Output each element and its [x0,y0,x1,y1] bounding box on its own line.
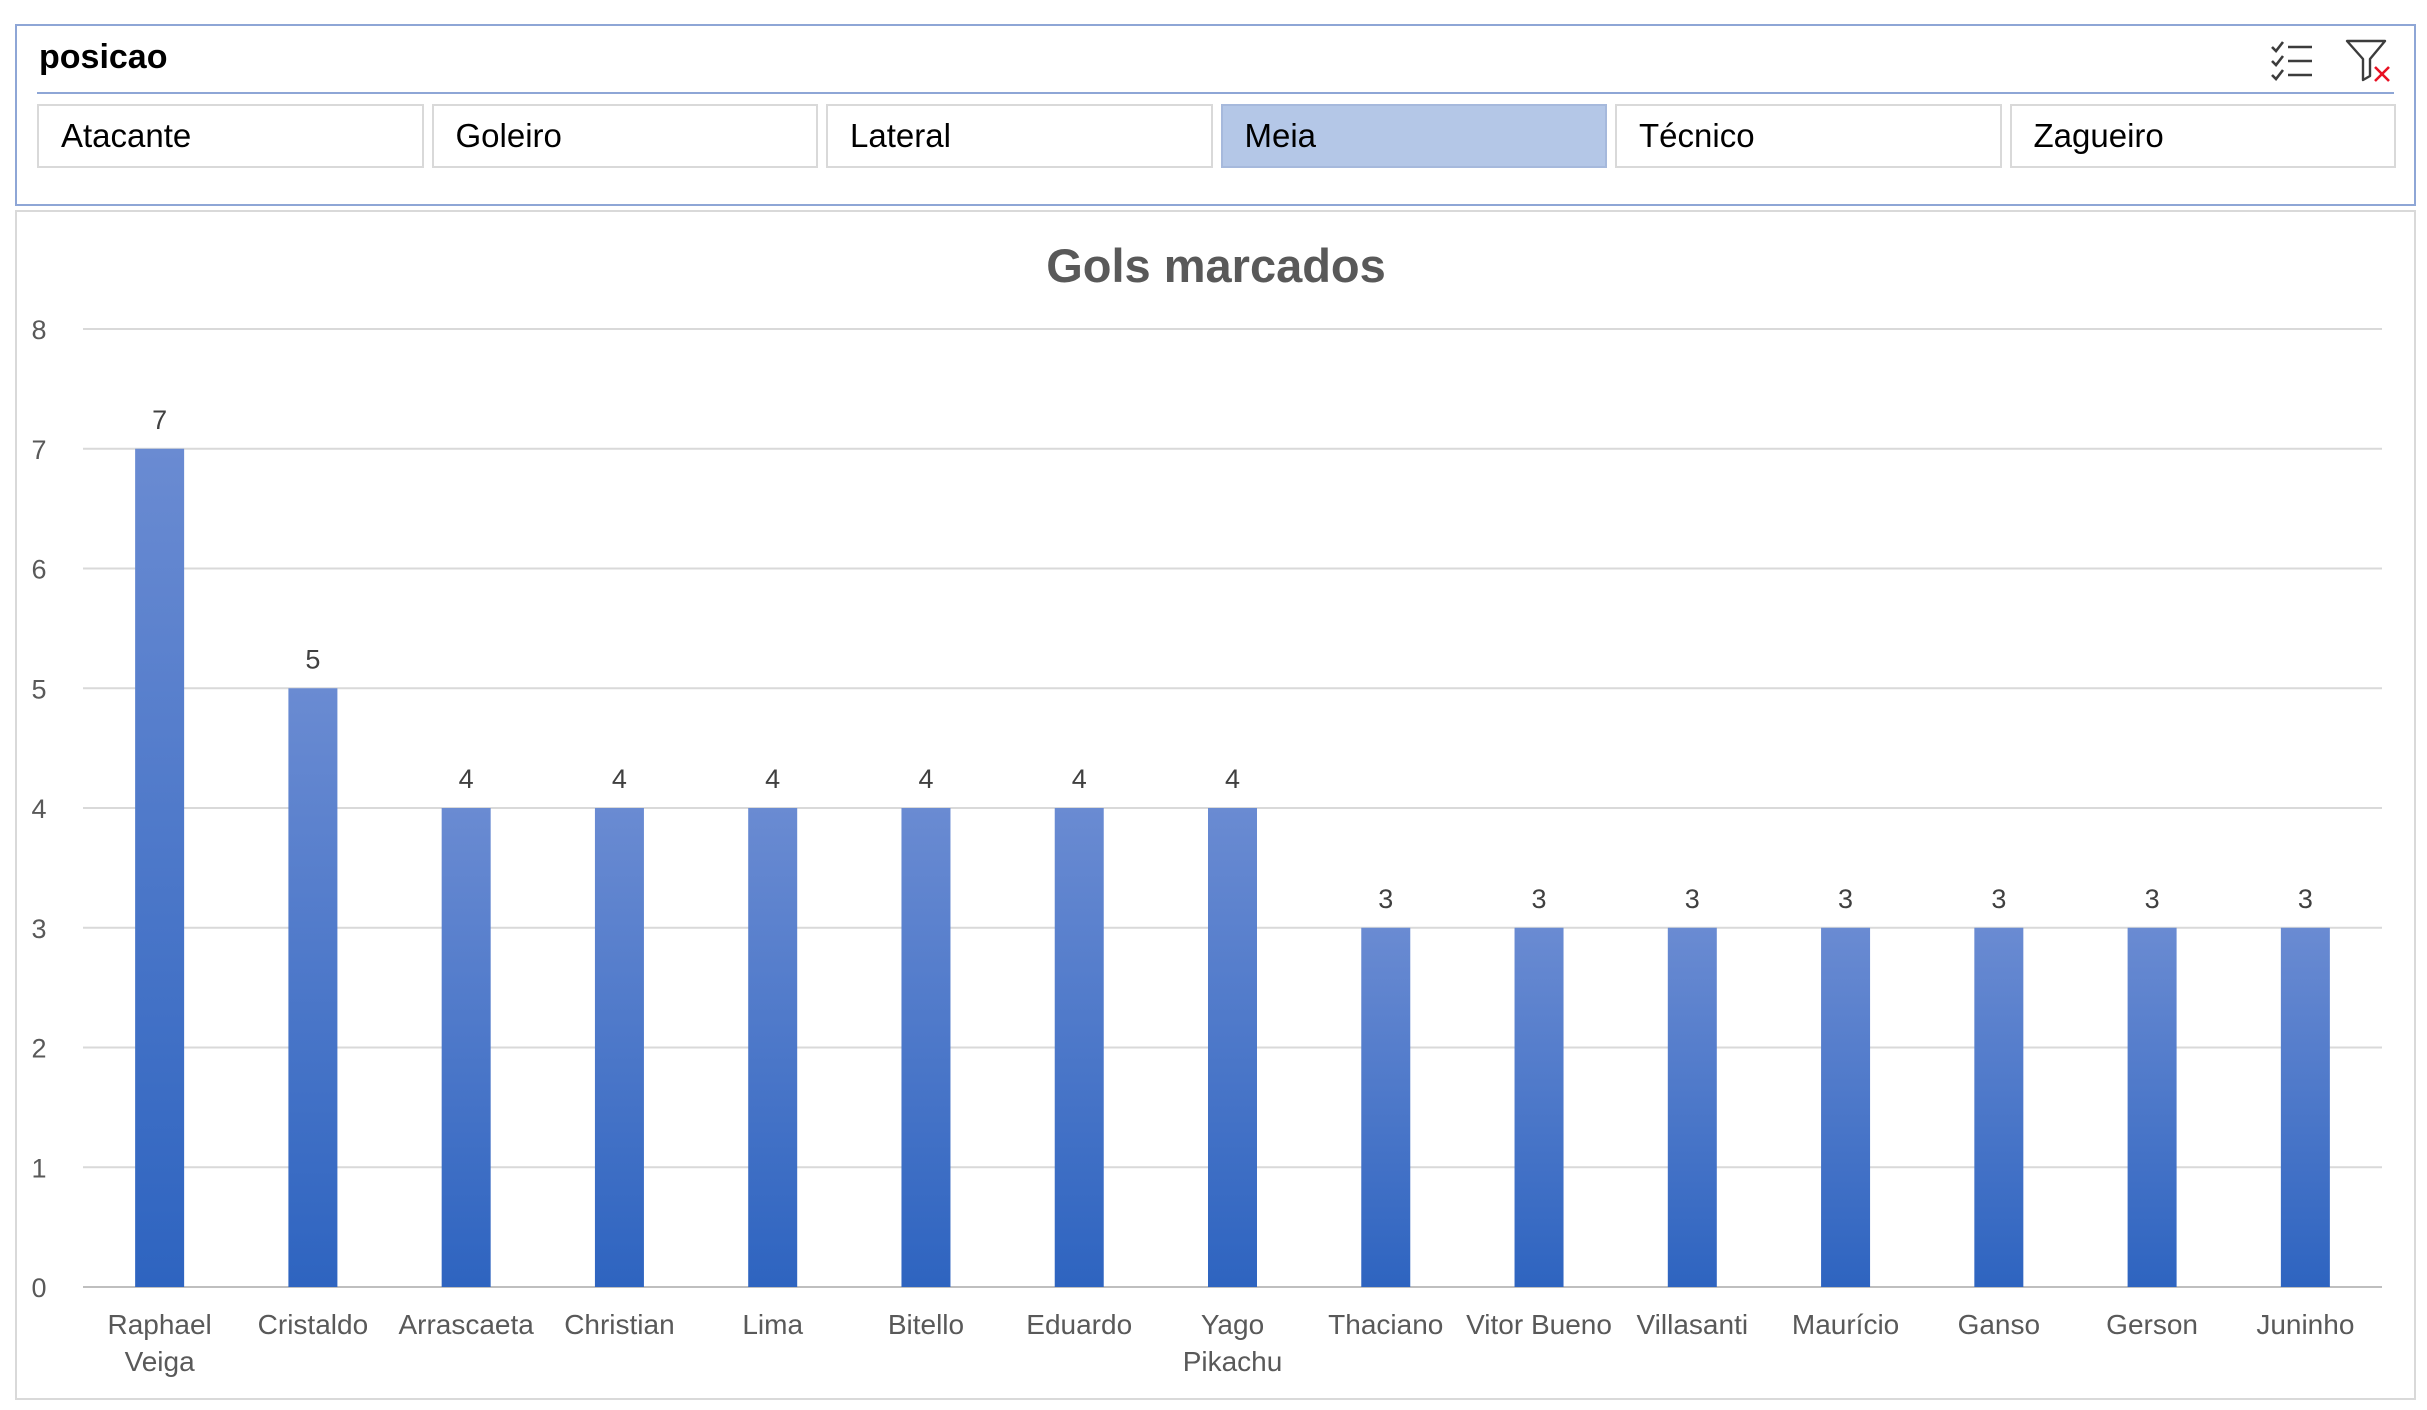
slicer-button-tecnico[interactable]: Técnico [1615,104,2002,168]
chart-title: Gols marcados [1046,239,1386,292]
x-tick-label: Cristaldo [258,1309,368,1340]
data-label: 4 [765,764,780,794]
x-tick-label: Gerson [2106,1309,2198,1340]
bar [748,808,798,1287]
data-label: 3 [1532,884,1547,914]
slicer-button-lateral[interactable]: Lateral [826,104,1213,168]
bar [441,808,491,1287]
x-tick-label: Villasanti [1637,1309,1749,1340]
slicer-button-zagueiro[interactable]: Zagueiro [2009,104,2396,168]
slicer-button-goleiro[interactable]: Goleiro [431,104,818,168]
data-label: 4 [459,764,474,794]
bar [1821,927,1871,1287]
bar [288,688,338,1287]
bar [594,808,644,1287]
slicer-button-meia[interactable]: Meia [1220,104,1607,168]
bar [1054,808,1104,1287]
data-label: 4 [612,764,627,794]
data-label: 3 [1838,884,1853,914]
data-label: 3 [1991,884,2006,914]
bar [1667,927,1717,1287]
bar-chart: Gols marcados 0 1 2 3 4 5 6 7 8 7 5 4 4 4 4 4 4 3 3 3 3 3 3 3 Ra… [31,239,2382,1377]
clear-filter-icon[interactable] [2344,36,2392,84]
data-label: 4 [1225,764,1240,794]
data-label: 4 [918,764,933,794]
y-tick-label: 5 [31,674,46,704]
y-tick-label: 4 [31,794,46,824]
x-tick-label: Bitello [888,1309,964,1340]
bar [135,448,185,1287]
y-tick-label: 6 [31,555,46,585]
multi-select-icon[interactable] [2268,36,2316,84]
data-label: 3 [1378,884,1393,914]
chart-frame: Gols marcados 0 1 2 3 4 5 6 7 8 7 5 4 4 4 4 4 4 3 3 3 3 3 3 3 Ra… [15,210,2416,1400]
data-label: 3 [1685,884,1700,914]
data-label: 7 [152,405,167,435]
bar [2280,927,2330,1287]
x-tick-label: Eduardo [1026,1309,1132,1340]
x-tick-label: Lima [742,1309,803,1340]
bar [1208,808,1257,1287]
bar [901,808,951,1287]
bar [2127,927,2177,1287]
slicer-divider [37,92,2394,94]
data-label: 5 [305,644,320,674]
y-tick-label: 8 [31,315,46,345]
slicer-toolbar [2268,36,2392,84]
slicer-button-row: Atacante Goleiro Lateral Meia Técnico Zagueir… [37,104,2396,168]
x-tick-label: Thaciano [1328,1309,1443,1340]
x-tick-label: Vitor Bueno [1466,1309,1612,1340]
slicer-title: posicao [39,38,168,76]
bar [1361,927,1411,1287]
x-tick-label: Yago Pikachu [1183,1309,1283,1377]
x-tick-label: Raphael Veiga [107,1309,211,1377]
data-label: 4 [1072,764,1087,794]
slicer-panel: posicao Atacante Goleiro Lateral Meia Técnic… [15,24,2416,206]
bar [1974,927,2024,1287]
data-label: 3 [2145,884,2160,914]
x-tick-label: Christian [564,1309,674,1340]
y-tick-label: 2 [31,1034,46,1064]
y-tick-label: 7 [31,435,46,465]
x-tick-label: Ganso [1958,1309,2041,1340]
bar [1514,927,1564,1287]
x-tick-label: Arrascaeta [398,1309,534,1340]
y-tick-label: 0 [31,1273,46,1303]
y-tick-label: 3 [31,914,46,944]
data-label: 3 [2298,884,2313,914]
x-tick-label: Maurício [1792,1309,1899,1340]
x-tick-label: Juninho [2256,1309,2354,1340]
y-tick-label: 1 [31,1153,46,1183]
slicer-button-atacante[interactable]: Atacante [37,104,424,168]
